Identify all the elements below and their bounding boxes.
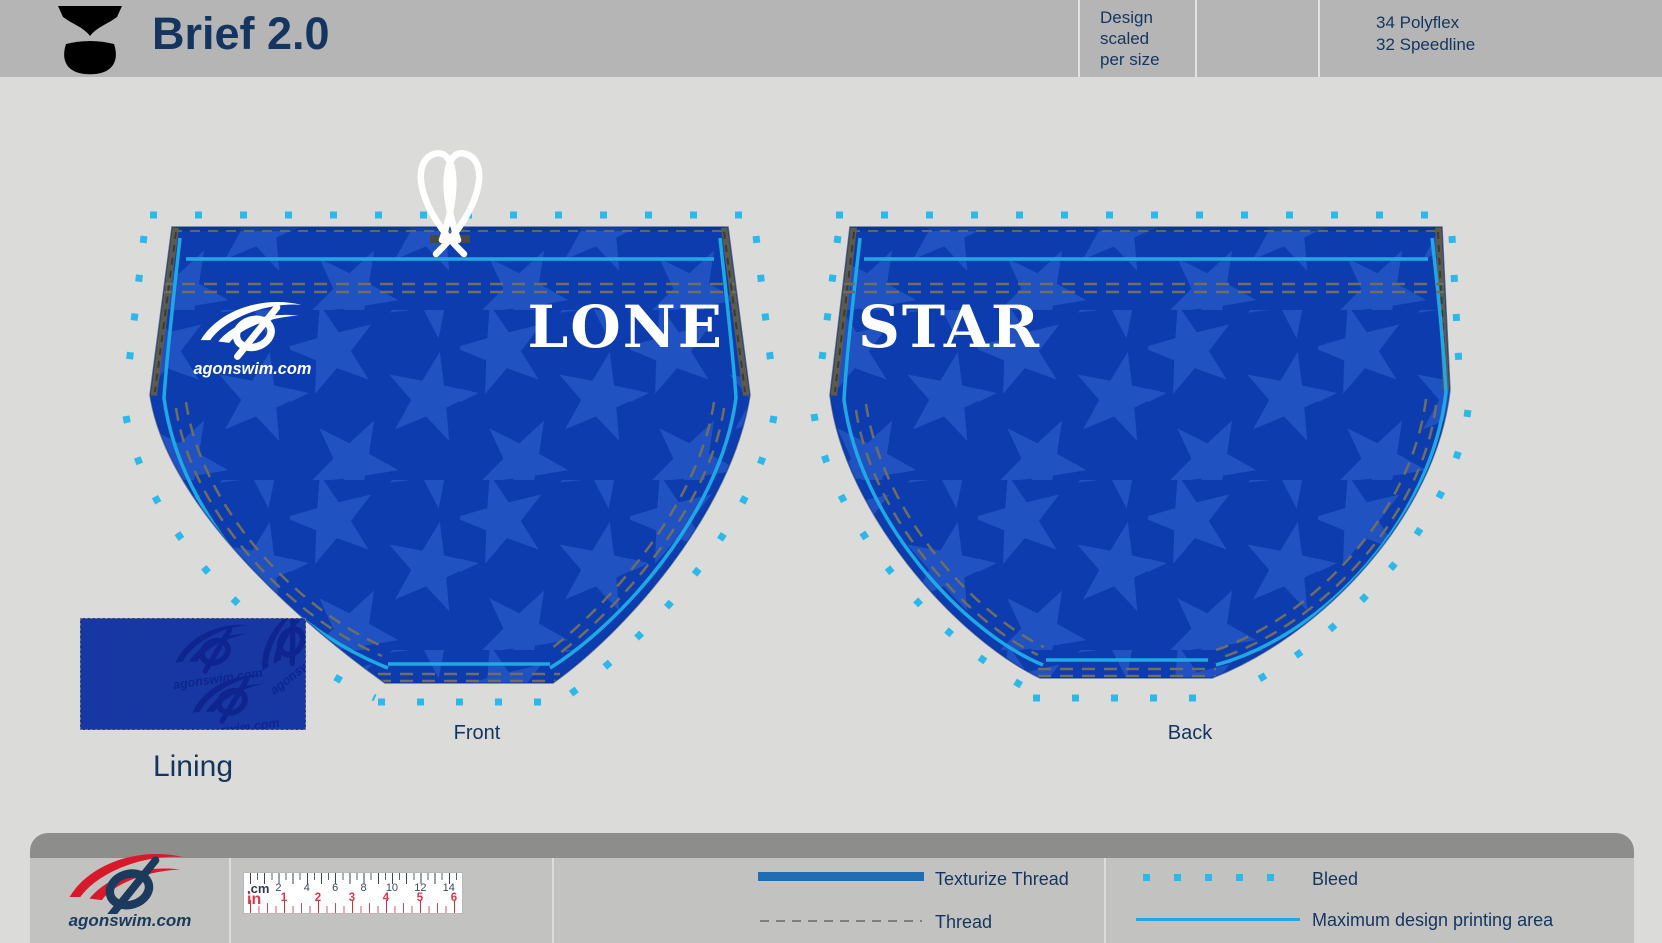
agonswim-logo-text: agonswim.com <box>193 360 311 378</box>
front-fabric: agonswim.com LONE <box>150 227 750 683</box>
footer-strip <box>30 833 1634 858</box>
thread-label: Thread <box>935 912 993 932</box>
agonswim-logo: agonswim.com <box>193 301 311 378</box>
header-divider <box>1078 0 1080 77</box>
thread-stitching <box>842 282 1450 678</box>
in-label: in <box>247 891 262 908</box>
brief-garment-icon <box>58 6 122 75</box>
thread-swatch <box>760 920 922 922</box>
front-view: agonswim.com LONE <box>122 150 778 706</box>
materials-note: 34 Polyflex 32 Speedline <box>1376 13 1476 54</box>
header-divider <box>1195 0 1197 77</box>
header-divider <box>1318 0 1320 77</box>
page-title: Brief 2.0 <box>152 8 330 59</box>
front-label: Front <box>453 722 501 744</box>
front-design-text: LONE <box>527 293 724 361</box>
grommet <box>456 235 470 243</box>
max-print-area-label: Maximum design printing area <box>1312 910 1554 930</box>
back-label: Back <box>1167 722 1213 744</box>
cm-label: .cm <box>247 881 270 896</box>
back-view: STAR <box>810 211 1472 702</box>
footer-divider <box>229 858 231 943</box>
svg-text:agonswim.com: agonswim.com <box>189 716 280 729</box>
thread-stitching <box>160 282 742 683</box>
bleed-marks <box>810 211 1472 702</box>
grommet <box>430 235 444 243</box>
print-area-lines <box>842 237 1448 667</box>
lining-label: Lining <box>152 750 234 783</box>
bleed-marks <box>122 211 778 706</box>
footer-divider <box>552 858 554 943</box>
footer-legend-panel <box>30 833 1634 943</box>
texturize-thread-swatch <box>758 872 924 881</box>
max-print-area-swatch <box>1136 918 1300 921</box>
footer-brand-logo <box>69 853 184 914</box>
back-design-text: STAR <box>858 293 1041 361</box>
back-fabric: STAR <box>830 227 1450 678</box>
design-scaling-note: Design scaled per size <box>1100 8 1160 69</box>
page-header: Brief 2.0 Design scaled per size 34 Poly… <box>0 0 1662 77</box>
footer-brand-text: agonswim.com <box>68 911 192 930</box>
bleed-label: Bleed <box>1312 869 1359 889</box>
lining-watermarks: agonswim.com agonswim.com agonswim.com <box>171 600 347 742</box>
drawstring <box>417 150 483 258</box>
footer-divider <box>1104 858 1106 943</box>
lining-swatch: agonswim.com agonswim.com agonswim.com <box>80 600 347 742</box>
texturize-thread-label: Texturize Thread <box>935 869 1069 889</box>
cm-numbers: 2 4 6 8 10 12 14 <box>275 882 455 894</box>
bleed-swatch <box>1143 874 1274 881</box>
